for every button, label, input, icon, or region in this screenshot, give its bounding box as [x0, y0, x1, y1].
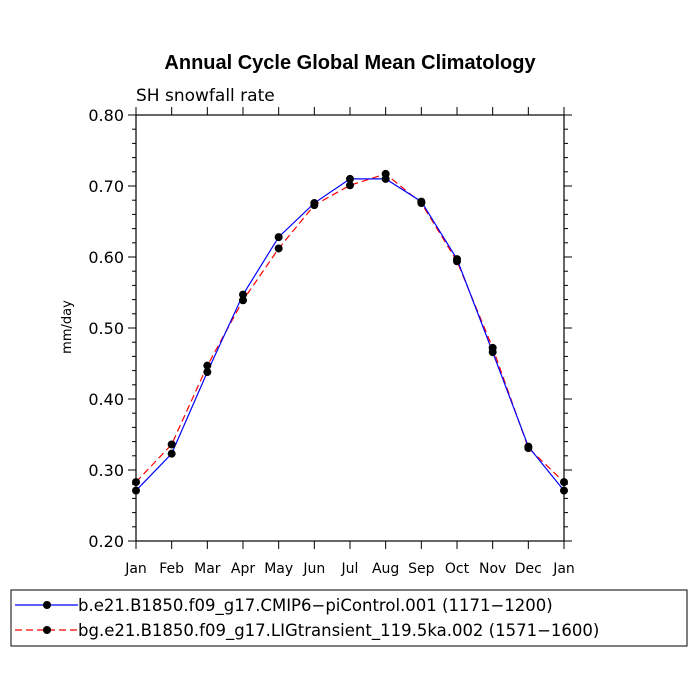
- legend-marker-1: [43, 601, 51, 609]
- y-tick-label: 0.40: [88, 390, 124, 409]
- x-tick-label: Sep: [408, 561, 435, 577]
- y-tick-label: 0.70: [88, 177, 124, 196]
- y-axis: 0.20 0.30 0.40 0.50 0.60 0.70 0.80: [88, 106, 572, 551]
- x-tick-label: Jan: [124, 561, 147, 577]
- x-tick-label: Jun: [302, 561, 325, 577]
- legend-label-1: b.e21.B1850.f09_g17.CMIP6−piControl.001 …: [78, 596, 553, 616]
- data-point-series-2: [203, 361, 212, 370]
- y-tick-label: 0.50: [88, 319, 124, 338]
- data-point-series-2: [167, 440, 176, 449]
- legend-label-2: bg.e21.B1850.f09_g17.LIGtransient_119.5k…: [78, 621, 599, 641]
- series-layer: [132, 169, 568, 495]
- data-point-series-1: [346, 174, 354, 183]
- data-point-series-1: [167, 449, 176, 458]
- y-tick-label: 0.80: [88, 106, 124, 125]
- legend-box: [10, 589, 688, 647]
- data-point-series-1: [488, 348, 497, 357]
- data-point-series-1: [239, 290, 247, 299]
- x-tick-label: Apr: [231, 561, 255, 577]
- data-point-series-1: [560, 486, 568, 495]
- x-tick-label: Jul: [341, 561, 359, 577]
- x-tick-label: May: [264, 561, 293, 577]
- x-tick-label: Mar: [194, 561, 221, 577]
- legend-marker-2: [43, 626, 51, 634]
- y-axis-label: mm/day: [60, 300, 75, 354]
- data-point-series-2: [274, 244, 283, 253]
- x-tick-label: Aug: [372, 561, 399, 577]
- data-point-series-2: [346, 181, 354, 190]
- data-point-series-2: [239, 296, 247, 305]
- data-point-series-1: [274, 233, 283, 242]
- x-tick-label: Nov: [479, 561, 506, 577]
- x-axis: Jan Feb Mar Apr May Jun Jul Aug Sep Oct Nov Dec Jan: [124, 107, 575, 577]
- data-point-series-1: [381, 174, 390, 183]
- chart-subtitle: SH snowfall rate: [136, 86, 275, 106]
- x-tick-label: Dec: [515, 561, 542, 577]
- data-point-series-1: [524, 442, 533, 451]
- series-line-2: [135, 173, 565, 483]
- x-tick-label: Oct: [445, 561, 470, 577]
- chart-title: Annual Cycle Global Mean Climatology: [164, 52, 536, 74]
- series-line-1: [135, 178, 565, 492]
- data-point-series-2: [560, 478, 568, 487]
- legend: b.e21.B1850.f09_g17.CMIP6−piControl.001 …: [15, 596, 599, 641]
- x-tick-label: Jan: [552, 561, 575, 577]
- data-point-series-1: [310, 199, 319, 208]
- data-point-series-1: [417, 197, 426, 206]
- data-point-series-1: [203, 368, 212, 377]
- data-point-series-1: [132, 486, 140, 495]
- x-tick-label: Feb: [159, 561, 184, 577]
- data-point-series-1: [453, 255, 461, 264]
- y-tick-label: 0.30: [88, 461, 124, 480]
- y-tick-label: 0.20: [88, 532, 124, 551]
- data-point-series-2: [132, 478, 140, 487]
- y-tick-label: 0.60: [88, 248, 124, 267]
